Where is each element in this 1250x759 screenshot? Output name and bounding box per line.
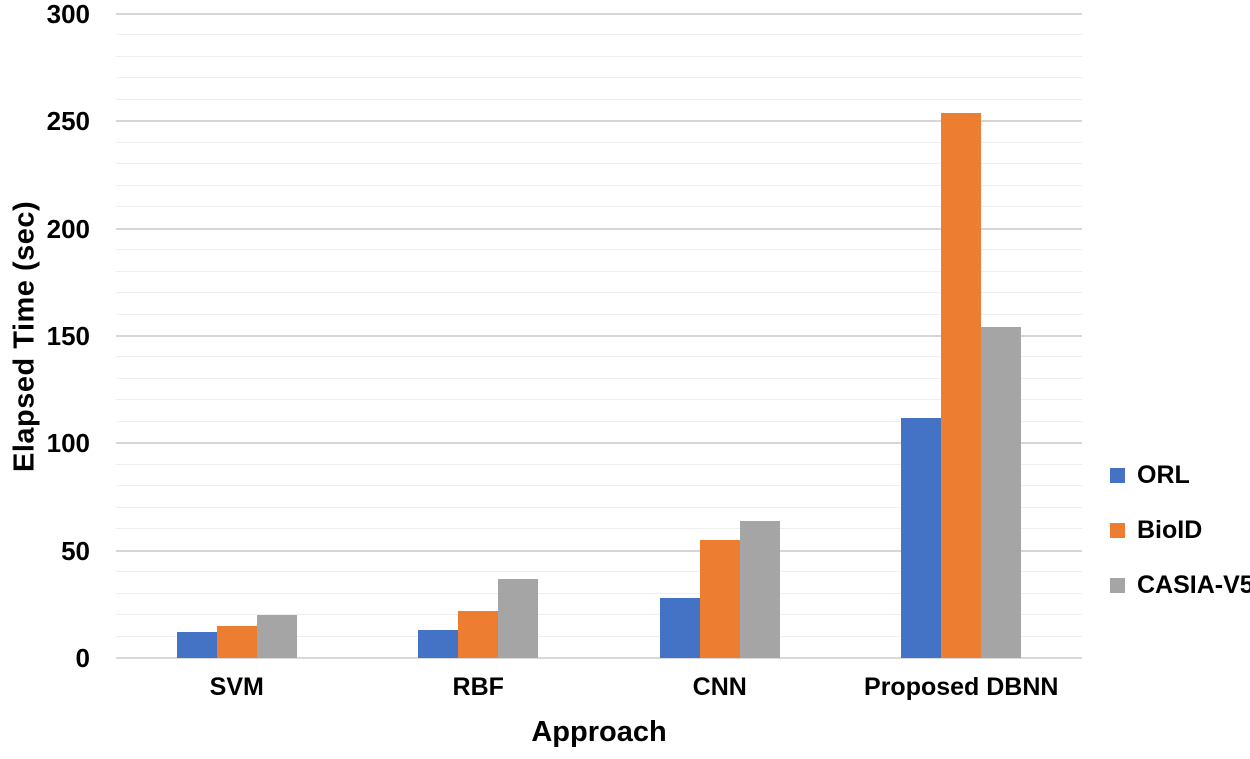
minor-gridline: [116, 206, 1082, 208]
minor-gridline: [116, 55, 1082, 57]
bar-orl-rbf: [418, 630, 459, 658]
minor-gridline: [116, 270, 1082, 272]
y-tick-label: 200: [46, 213, 90, 244]
bar-bioid-svm: [216, 625, 257, 658]
x-tick-label: CNN: [692, 673, 747, 701]
minor-gridline: [116, 571, 1082, 573]
y-tick-label: 100: [46, 428, 90, 459]
major-gridline: [116, 227, 1082, 230]
major-gridline: [116, 335, 1082, 337]
bar-bioid-cnn: [699, 539, 740, 658]
y-axis-tick-labels: 0 50 100 150 200 250 300: [0, 1, 90, 671]
minor-gridline: [116, 528, 1082, 530]
y-tick-label: 50: [61, 535, 90, 566]
y-tick-label: 0: [75, 643, 90, 673]
major-gridline: [116, 120, 1082, 123]
x-axis-tick-labels: SVM RBF CNN Proposed DBNN: [116, 672, 1082, 704]
minor-gridline: [116, 506, 1082, 508]
legend-item-bioid: BioID: [1110, 516, 1250, 544]
bar-casia-v5-cnn: [739, 520, 780, 658]
legend-label: CASIA-V5: [1137, 571, 1250, 599]
legend-label: BioID: [1137, 516, 1203, 544]
minor-gridline: [116, 463, 1082, 465]
y-tick-label: 300: [46, 0, 90, 29]
legend-item-casia-v5: CASIA-V5: [1110, 571, 1250, 599]
minor-gridline: [116, 356, 1082, 358]
x-tick-label: Proposed DBNN: [864, 673, 1059, 701]
bar-casia-v5-rbf: [498, 578, 539, 658]
minor-gridline: [116, 399, 1082, 401]
bar-orl-cnn: [659, 597, 700, 658]
legend-swatch-casia-v5: [1110, 577, 1125, 593]
plot-area: [116, 13, 1082, 659]
x-axis-title: Approach: [531, 716, 667, 748]
minor-gridline: [116, 485, 1082, 487]
legend: ORL BioID CASIA-V5: [1110, 461, 1250, 626]
legend-swatch-orl: [1110, 467, 1125, 483]
minor-gridline: [116, 420, 1082, 422]
minor-gridline: [116, 184, 1082, 186]
minor-gridline: [116, 98, 1082, 100]
bar-bioid-rbf: [458, 610, 499, 658]
major-gridline: [116, 549, 1082, 552]
minor-gridline: [116, 141, 1082, 143]
minor-gridline: [116, 292, 1082, 294]
y-tick-label: 150: [46, 321, 90, 351]
major-gridline: [116, 13, 1082, 15]
x-tick-label: RBF: [452, 673, 504, 701]
minor-gridline: [116, 249, 1082, 251]
bar-orl-svm: [176, 632, 217, 658]
minor-gridline: [116, 614, 1082, 616]
bar-bioid-proposed-dbnn: [941, 112, 982, 658]
minor-gridline: [116, 592, 1082, 594]
legend-label: ORL: [1137, 461, 1190, 489]
bar-casia-v5-svm: [256, 615, 297, 658]
minor-gridline: [116, 377, 1082, 379]
bar-orl-proposed-dbnn: [901, 417, 942, 658]
minor-gridline: [116, 34, 1082, 36]
bar-casia-v5-proposed-dbnn: [981, 327, 1022, 658]
minor-gridline: [116, 635, 1082, 637]
minor-gridline: [116, 163, 1082, 165]
y-tick-label: 250: [46, 106, 90, 137]
x-axis-line: [116, 657, 1082, 659]
major-gridline: [116, 442, 1082, 445]
minor-gridline: [116, 313, 1082, 315]
x-tick-label: SVM: [209, 673, 264, 701]
legend-swatch-bioid: [1110, 522, 1125, 538]
legend-item-orl: ORL: [1110, 461, 1250, 489]
minor-gridline: [116, 77, 1082, 79]
